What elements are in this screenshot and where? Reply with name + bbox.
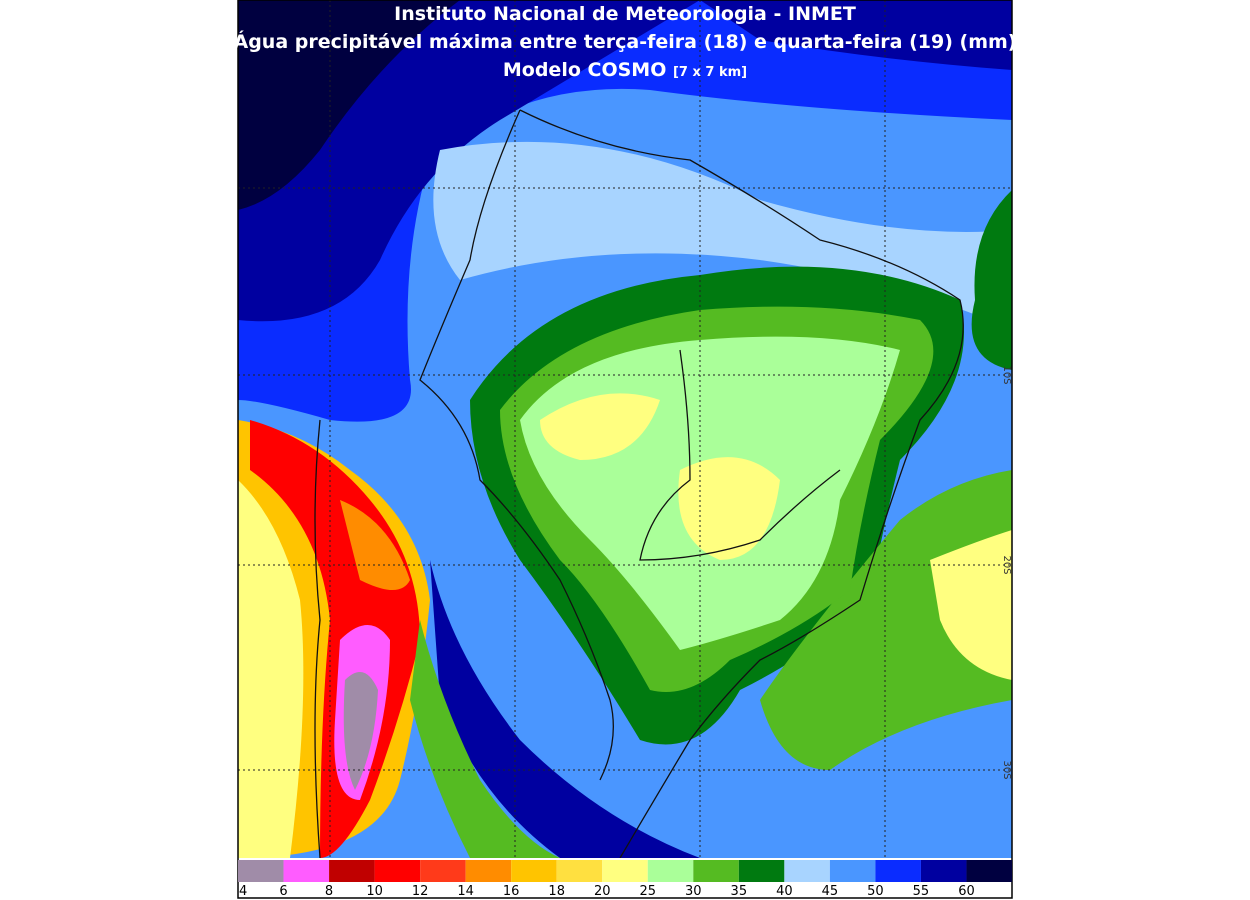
colorbar-segment <box>374 860 421 882</box>
colorbar-label: 50 <box>867 884 884 899</box>
colorbar-segment <box>693 860 739 882</box>
colorbar-segment <box>784 860 830 882</box>
colorbar-segment <box>966 860 1012 882</box>
colorbar-segment <box>556 860 603 882</box>
model-line: Modelo COSMO [7 x 7 km] <box>503 59 747 81</box>
colorbar-segment <box>420 860 466 882</box>
colorbar-label: 40 <box>776 884 793 899</box>
colorbar-segment <box>238 860 284 882</box>
latitude-label: 20S <box>1001 555 1012 574</box>
colorbar-segment <box>511 860 557 882</box>
model: Modelo COSMO <box>503 59 666 81</box>
subtitle: Água precipitável máxima entre terça-fei… <box>234 30 1017 53</box>
colorbar-label: 16 <box>503 884 520 899</box>
colorbar-segment <box>602 860 648 882</box>
colorbar-segment <box>920 860 967 882</box>
colorbar-label: 18 <box>548 884 565 899</box>
colorbar-segment <box>875 860 921 882</box>
frame <box>237 0 1013 899</box>
colorbar-segment <box>329 860 375 882</box>
colorbar-label: 8 <box>325 884 333 899</box>
colorbar-segment <box>829 860 876 882</box>
colorbar-label: 6 <box>279 884 287 899</box>
colorbar-label: 60 <box>958 884 975 899</box>
colorbar-label: 20 <box>594 884 611 899</box>
colorbar-label: 35 <box>731 884 748 899</box>
graticule <box>238 0 1012 858</box>
latitude-label: 10S <box>1001 365 1012 384</box>
colorbar-label: 25 <box>639 884 656 899</box>
colorbar-segment <box>283 860 330 882</box>
colorbar-label: 10 <box>366 884 383 899</box>
latitude-labels: 10S 20S 30S <box>1001 365 1012 779</box>
resolution: [7 x 7 km] <box>673 65 747 80</box>
colorbar-label: 55 <box>913 884 930 899</box>
map-field <box>238 0 1012 858</box>
colorbar-label: 12 <box>412 884 429 899</box>
colorbar-label: 4 <box>239 884 247 899</box>
colorbar-segment <box>738 860 785 882</box>
latitude-label: 30S <box>1001 760 1012 779</box>
colorbar-label: 45 <box>822 884 839 899</box>
colorbar-segment <box>465 860 512 882</box>
colorbar: 4 6 8 10 12 14 16 18 20 25 30 35 40 45 50 55 60 <box>238 860 1012 899</box>
borders <box>314 109 964 858</box>
colorbar-label: 30 <box>685 884 702 899</box>
title: Instituto Nacional de Meteorologia - INM… <box>394 3 856 25</box>
colorbar-segment <box>647 860 694 882</box>
colorbar-label: 14 <box>457 884 474 899</box>
